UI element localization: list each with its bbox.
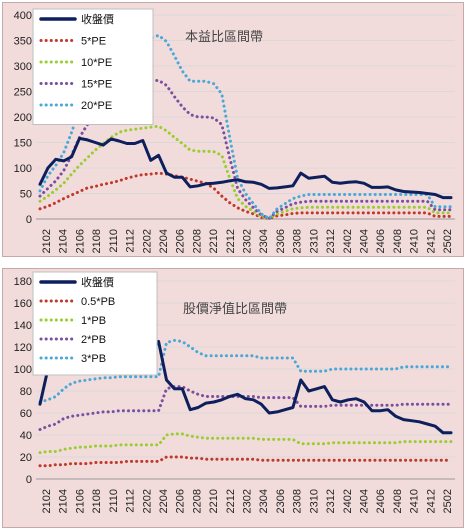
x-tick-label: 2312: [325, 229, 337, 253]
y-tick-label: 180: [14, 276, 32, 288]
pe-band-chart-svg: 0 50 100 150 200 250 300 350 400 2102 2104 2106 2108…: [14, 8, 455, 253]
x-tick-label: 2102: [41, 229, 53, 253]
x-tick-label: 2308: [292, 229, 304, 253]
x-tick-label: 2308: [292, 489, 304, 513]
x-tick-label: 2404: [358, 489, 370, 513]
x-tick-label: 2112: [125, 229, 137, 253]
x-tick-label: 2502: [442, 229, 454, 253]
y-tick-label: 140: [14, 320, 32, 332]
legend-label: 0.5*PB: [81, 296, 115, 308]
x-tick-label: 2408: [392, 489, 404, 513]
x-tick-label: 2204: [158, 489, 170, 513]
x-tick-label: 2204: [158, 229, 170, 253]
series-line-1: [38, 455, 453, 468]
legend-label: 收盤價: [81, 12, 114, 26]
x-tick-label: 2310: [308, 489, 320, 513]
x-tick-label: 2108: [91, 489, 103, 513]
x-tick-label: 2410: [409, 489, 421, 513]
y-tick-label: 120: [14, 342, 32, 354]
legend-label: 5*PE: [81, 36, 106, 48]
series-line-2: [38, 432, 453, 455]
pb-band-chart: 0 20 40 60 80 100 120 140 160 180 2102 2104 2106 2108…: [2, 268, 464, 528]
x-tick-label: 2208: [191, 489, 203, 513]
x-tick-label: 2210: [208, 229, 220, 253]
x-tick-label: 2406: [375, 489, 387, 513]
y-tick-label: 160: [14, 298, 32, 310]
x-tick-label: 2110: [108, 489, 120, 513]
x-tick-label: 2104: [58, 229, 70, 253]
y-tick-label: 50: [20, 189, 32, 201]
series-line-4: [38, 338, 453, 404]
x-tick-label: 2202: [141, 489, 153, 513]
x-tick-label: 2410: [409, 229, 421, 253]
pe-band-chart: 0 50 100 150 200 250 300 350 400 2102 2104 2106 2108…: [2, 2, 464, 257]
legend-label: 1*PB: [81, 315, 106, 327]
y-tick-label: 40: [20, 430, 32, 442]
legend-label: 收盤價: [81, 275, 114, 289]
x-tick-label: 2106: [74, 489, 86, 513]
series-line-1: [38, 171, 453, 220]
chart-title: 股價淨值比區間帶: [183, 301, 287, 317]
x-tick-label: 2302: [242, 489, 254, 513]
x-tick-label: 2102: [41, 489, 53, 513]
x-tick-label: 2412: [425, 489, 437, 513]
x-tick-label: 2210: [208, 489, 220, 513]
y-tick-label: 80: [20, 386, 32, 398]
y-tick-label: 250: [14, 87, 32, 99]
y-tick-label: 100: [14, 163, 32, 175]
y-tick-label: 150: [14, 138, 32, 150]
y-tick-label: 400: [14, 10, 32, 22]
x-tick-label: 2310: [308, 229, 320, 253]
x-tick-label: 2306: [275, 229, 287, 253]
x-tick-label: 2402: [342, 489, 354, 513]
x-tick-label: 2404: [358, 229, 370, 253]
chart-title: 本益比區間帶: [185, 30, 263, 45]
y-tick-label: 0: [26, 214, 32, 226]
pb-band-chart-svg: 0 20 40 60 80 100 120 140 160 180 2102 2104 2106 2108…: [14, 271, 455, 513]
x-tick-label: 2104: [58, 489, 70, 513]
x-tick-label: 2212: [225, 489, 237, 513]
x-tick-label: 2312: [325, 489, 337, 513]
y-tick-label: 300: [14, 61, 32, 73]
y-tick-label: 100: [14, 364, 32, 376]
x-tick-label: 2106: [74, 229, 86, 253]
x-tick-label: 2306: [275, 489, 287, 513]
legend: [32, 271, 158, 376]
y-tick-label: 200: [14, 112, 32, 124]
series-line-3: [38, 385, 453, 431]
legend-label: 15*PE: [81, 79, 112, 91]
series-line-3: [38, 78, 453, 220]
x-tick-label: 2304: [258, 229, 270, 253]
x-tick-label: 2402: [342, 229, 354, 253]
x-tick-label: 2202: [141, 229, 153, 253]
x-tick-label: 2302: [242, 229, 254, 253]
x-tick-label: 2408: [392, 229, 404, 253]
series-line-0: [38, 136, 453, 200]
x-tick-label: 2206: [175, 229, 187, 253]
y-tick-label: 20: [20, 452, 32, 464]
y-tick-label: 0: [26, 474, 32, 486]
legend-label: 3*PB: [81, 353, 106, 365]
x-tick-label: 2206: [175, 489, 187, 513]
legend-label: 10*PE: [81, 57, 112, 69]
legend: [32, 8, 154, 125]
y-tick-label: 60: [20, 408, 32, 420]
legend-label: 20*PE: [81, 100, 112, 112]
x-tick-label: 2212: [225, 229, 237, 253]
x-tick-label: 2208: [191, 229, 203, 253]
x-tick-label: 2304: [258, 489, 270, 513]
y-tick-label: 350: [14, 36, 32, 48]
legend-label: 2*PB: [81, 334, 106, 346]
x-tick-label: 2112: [125, 489, 137, 513]
series-line-2: [38, 124, 453, 220]
x-tick-label: 2502: [442, 489, 454, 513]
x-tick-label: 2412: [425, 229, 437, 253]
x-tick-label: 2108: [91, 229, 103, 253]
x-tick-label: 2406: [375, 229, 387, 253]
x-tick-label: 2110: [108, 229, 120, 253]
